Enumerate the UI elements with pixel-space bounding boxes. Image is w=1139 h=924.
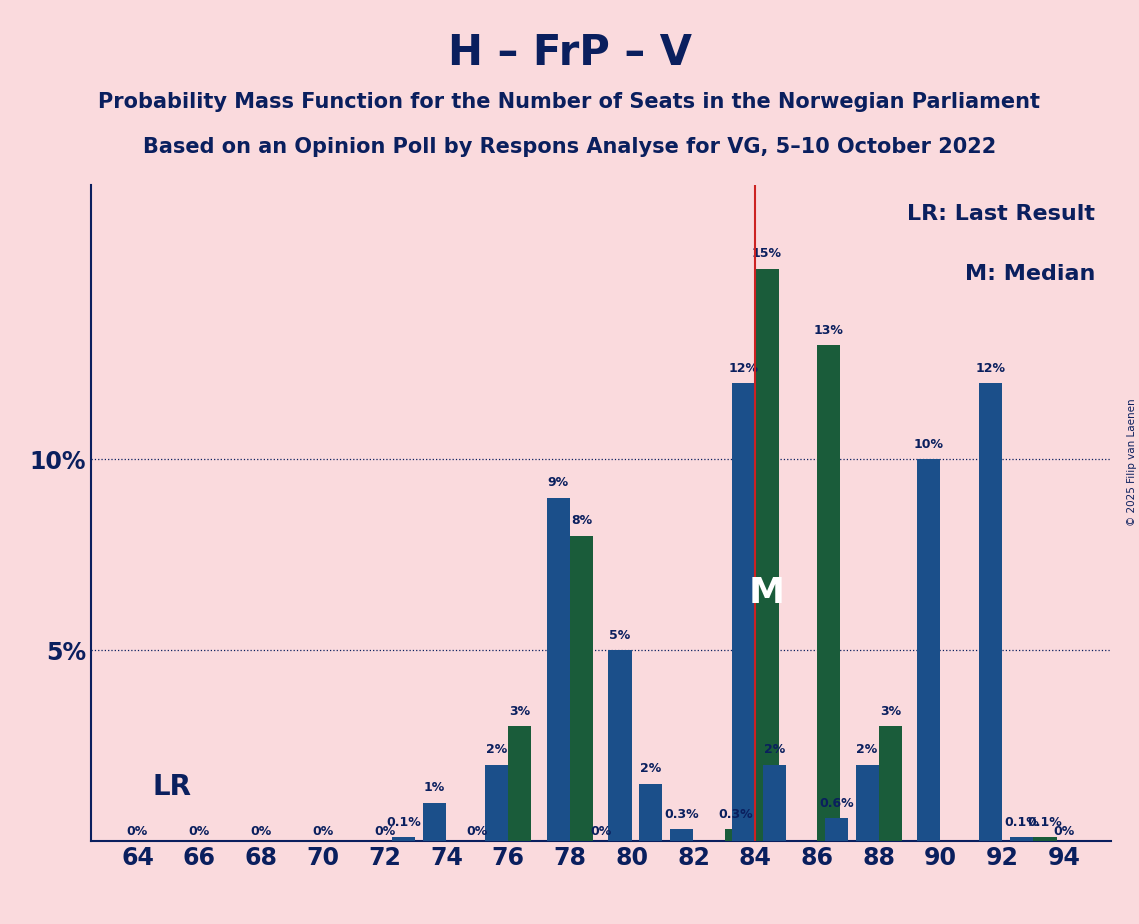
Text: 0%: 0% — [590, 825, 612, 838]
Text: 5%: 5% — [609, 628, 631, 642]
Bar — [825, 818, 847, 841]
Text: Based on an Opinion Poll by Respons Analyse for VG, 5–10 October 2022: Based on an Opinion Poll by Respons Anal… — [142, 137, 997, 157]
Bar — [639, 784, 663, 841]
Text: 0.1%: 0.1% — [386, 816, 421, 829]
Text: 2%: 2% — [486, 743, 507, 756]
Text: M: M — [749, 576, 785, 610]
Text: 0%: 0% — [1054, 825, 1075, 838]
Text: 13%: 13% — [814, 323, 844, 336]
Text: 0.1%: 0.1% — [1005, 816, 1039, 829]
Text: 8%: 8% — [571, 515, 592, 528]
Bar — [855, 764, 878, 841]
Text: 0%: 0% — [312, 825, 334, 838]
Text: 2%: 2% — [640, 762, 662, 775]
Bar — [763, 764, 786, 841]
Text: 0%: 0% — [374, 825, 395, 838]
Bar — [1033, 837, 1057, 841]
Text: 3%: 3% — [509, 705, 531, 718]
Bar — [879, 726, 902, 841]
Text: 0%: 0% — [467, 825, 487, 838]
Bar — [608, 650, 631, 841]
Text: 3%: 3% — [880, 705, 901, 718]
Bar — [732, 383, 755, 841]
Bar — [724, 830, 747, 841]
Text: H – FrP – V: H – FrP – V — [448, 32, 691, 74]
Text: © 2025 Filip van Laenen: © 2025 Filip van Laenen — [1126, 398, 1137, 526]
Text: 0.3%: 0.3% — [719, 808, 753, 821]
Text: 15%: 15% — [752, 248, 782, 261]
Bar — [508, 726, 532, 841]
Bar — [547, 497, 570, 841]
Bar — [917, 459, 941, 841]
Bar — [817, 345, 841, 841]
Bar — [980, 383, 1002, 841]
Text: 2%: 2% — [764, 743, 785, 756]
Text: 0%: 0% — [189, 825, 210, 838]
Text: 1%: 1% — [424, 782, 445, 795]
Bar — [1010, 837, 1033, 841]
Text: LR: Last Result: LR: Last Result — [908, 204, 1096, 225]
Text: 0%: 0% — [126, 825, 148, 838]
Text: 12%: 12% — [729, 362, 759, 375]
Text: 0%: 0% — [251, 825, 271, 838]
Text: 9%: 9% — [548, 476, 568, 489]
Text: M: Median: M: Median — [965, 263, 1096, 284]
Text: LR: LR — [153, 773, 191, 801]
Text: 2%: 2% — [857, 743, 878, 756]
Bar — [755, 269, 779, 841]
Bar — [670, 830, 694, 841]
Text: 0.6%: 0.6% — [819, 796, 853, 809]
Bar — [571, 536, 593, 841]
Text: 0.1%: 0.1% — [1027, 816, 1063, 829]
Text: Probability Mass Function for the Number of Seats in the Norwegian Parliament: Probability Mass Function for the Number… — [98, 92, 1041, 113]
Text: 0.3%: 0.3% — [664, 808, 699, 821]
Text: 10%: 10% — [913, 438, 944, 451]
Text: 12%: 12% — [976, 362, 1006, 375]
Bar — [392, 837, 416, 841]
Bar — [423, 803, 446, 841]
Bar — [485, 764, 508, 841]
